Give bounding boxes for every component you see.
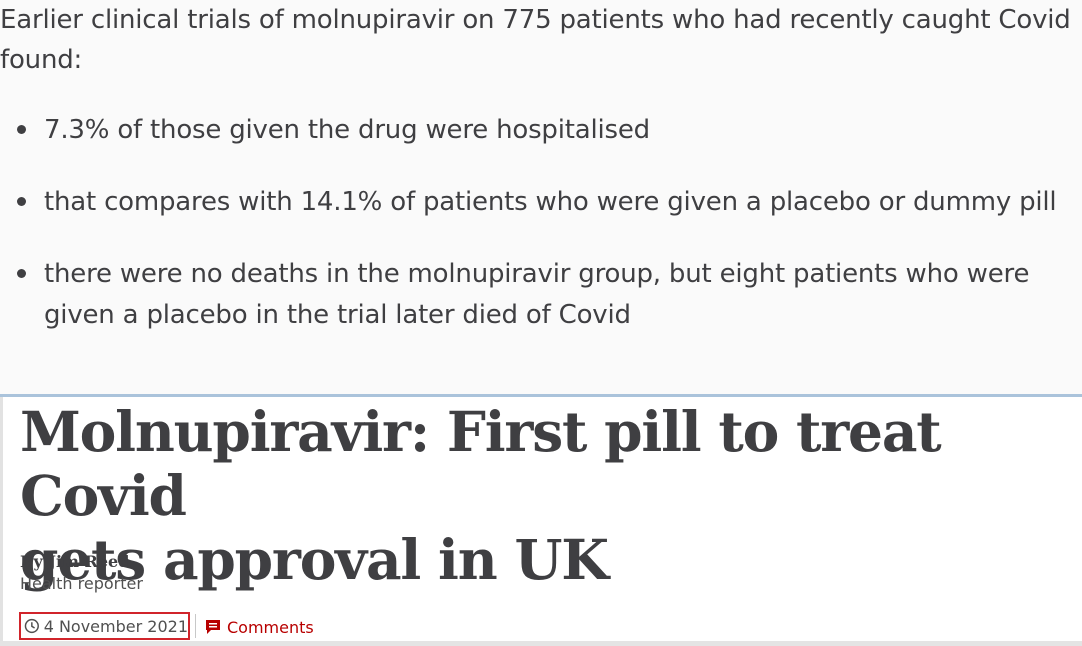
list-item-text: 7.3% of those given the drug were hospit… [44,115,650,145]
section-divider [0,394,1082,397]
bullet-dot [17,125,26,134]
card-edge [0,641,1082,646]
article-excerpt: Earlier clinical trials of molnupiravir … [0,5,1082,367]
intro-paragraph: Earlier clinical trials of molnupiravir … [0,5,1071,75]
byline-author: By Jim Reed [20,552,130,571]
comments-link[interactable]: Comments [204,615,314,639]
publish-date-text: 4 November 2021 [43,616,188,636]
publish-date: 4 November 2021 [19,612,190,640]
byline-role: Health reporter [20,574,143,593]
bullet-dot [17,197,26,206]
list-item: 7.3% of those given the drug were hospit… [0,110,1075,151]
findings-list: 7.3% of those given the drug were hospit… [0,110,1082,367]
list-item: there were no deaths in the molnupiravir… [0,254,1075,336]
article-headline: Molnupiravir: First pill to treat Covid … [20,399,942,592]
comment-icon [206,620,220,634]
bullet-dot [17,269,26,278]
card-edge [0,397,3,646]
list-item: that compares with 14.1% of patients who… [0,182,1075,223]
article-header-card [0,397,1082,646]
meta-divider [195,614,196,638]
list-item-text: there were no deaths in the molnupiravir… [44,259,1030,330]
comments-label: Comments [227,617,314,637]
clock-icon [24,618,39,634]
list-item-text: that compares with 14.1% of patients who… [44,187,1057,217]
